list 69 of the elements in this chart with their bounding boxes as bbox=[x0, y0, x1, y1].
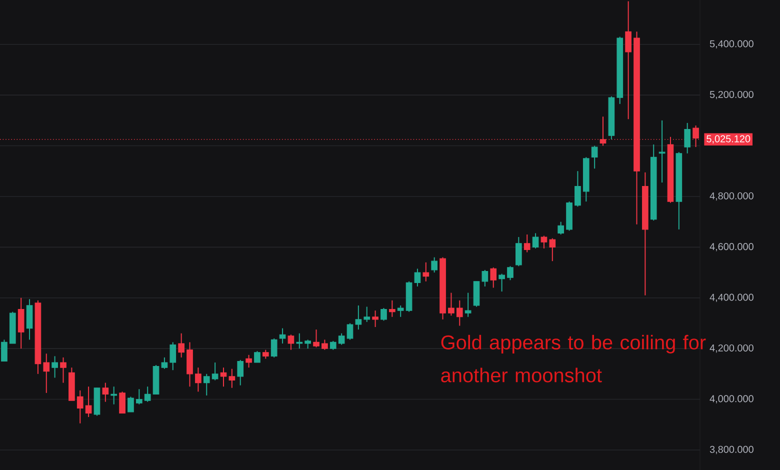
candlestick bbox=[389, 300, 396, 318]
candlestick bbox=[60, 356, 66, 384]
candlestick bbox=[549, 238, 556, 262]
candlestick bbox=[220, 367, 227, 388]
candlestick bbox=[212, 362, 218, 381]
candlestick bbox=[431, 256, 438, 274]
candlestick bbox=[355, 304, 362, 330]
candlestick bbox=[195, 367, 202, 392]
annotation: Gold appears to be coiling for another moonshot bbox=[441, 334, 706, 382]
candlestick bbox=[203, 373, 210, 396]
candlestick bbox=[102, 382, 109, 402]
candlestick bbox=[516, 236, 522, 267]
candlestick bbox=[254, 350, 260, 364]
candlestick bbox=[136, 388, 142, 405]
y-tick-label: 4,400.000 bbox=[710, 294, 754, 302]
candlestick bbox=[464, 292, 472, 318]
candlestick bbox=[246, 354, 252, 368]
candlestick bbox=[558, 221, 564, 235]
candlestick bbox=[684, 122, 691, 154]
candlestick bbox=[144, 386, 151, 402]
candlestick bbox=[43, 353, 50, 394]
candlestick bbox=[228, 368, 236, 388]
candlestick bbox=[322, 339, 328, 350]
candlestick bbox=[507, 266, 514, 281]
candlestick bbox=[540, 235, 548, 249]
candlestick bbox=[372, 310, 378, 328]
candlestick bbox=[524, 234, 530, 253]
candlestick bbox=[170, 342, 176, 371]
candlestick bbox=[482, 269, 488, 287]
candlestick bbox=[85, 386, 92, 418]
y-tick-label: 3,800.000 bbox=[710, 446, 754, 454]
candlestick bbox=[448, 292, 454, 316]
y-tick-label: 4,200.000 bbox=[710, 344, 754, 353]
candlestick bbox=[591, 145, 598, 170]
candlestick bbox=[364, 306, 370, 322]
candlestick bbox=[270, 338, 278, 358]
candlestick bbox=[279, 328, 286, 344]
candlestick bbox=[422, 262, 430, 282]
candlestick bbox=[110, 386, 118, 405]
candlestick bbox=[237, 359, 244, 386]
y-tick-label: 5,200.000 bbox=[710, 90, 754, 100]
candlestick bbox=[119, 391, 126, 414]
candlestick bbox=[313, 329, 320, 348]
y-tick-label: 4,000.000 bbox=[710, 395, 754, 404]
candlestick bbox=[574, 170, 581, 208]
candlestick bbox=[338, 332, 345, 346]
candlestick bbox=[178, 332, 184, 358]
candlestick bbox=[532, 232, 539, 249]
candlestick bbox=[288, 334, 294, 350]
y-tick-label: 5,400.000 bbox=[710, 40, 754, 48]
candlestick bbox=[414, 268, 421, 287]
y-tick-label: 4,600.000 bbox=[710, 243, 754, 252]
candlestick bbox=[380, 308, 387, 322]
candlestick bbox=[161, 356, 168, 370]
candlestick bbox=[498, 273, 505, 292]
candlestick bbox=[296, 332, 303, 350]
candlestick bbox=[76, 390, 84, 424]
candlestick bbox=[1, 339, 8, 362]
candlestick bbox=[490, 266, 497, 288]
candlestick bbox=[397, 304, 404, 318]
candlestick bbox=[128, 396, 134, 412]
candlestick bbox=[346, 322, 354, 340]
ref-line-label: 5,025.120 bbox=[706, 135, 750, 144]
candlestick bbox=[18, 297, 24, 350]
y-tick-label: 4,800.000 bbox=[710, 192, 754, 201]
candlestick bbox=[52, 356, 58, 378]
candlestick bbox=[456, 300, 463, 326]
candlestick bbox=[26, 298, 33, 340]
candlestick bbox=[625, 0, 632, 120]
